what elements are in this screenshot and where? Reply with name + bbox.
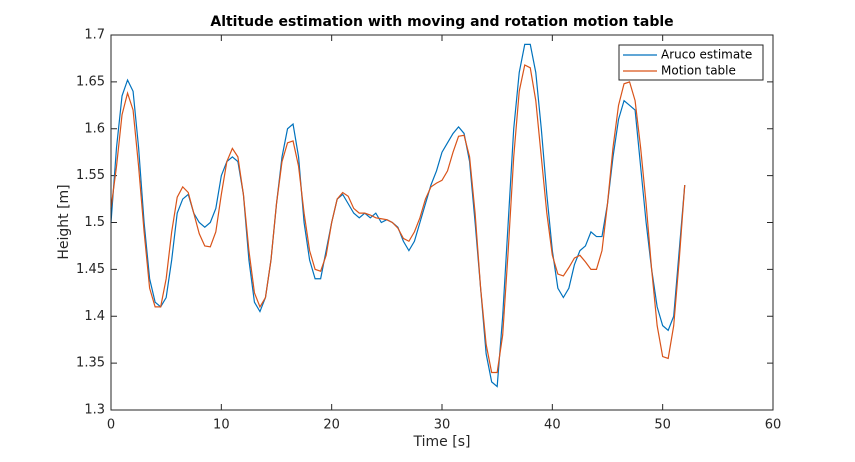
y-tick-label: 1.55 bbox=[76, 168, 105, 183]
x-axis-label: Time [s] bbox=[413, 434, 471, 450]
x-tick-label: 60 bbox=[765, 418, 782, 433]
x-tick-label: 30 bbox=[434, 418, 451, 433]
legend-box bbox=[618, 44, 764, 81]
y-tick-label: 1.35 bbox=[76, 356, 105, 371]
x-tick-label: 10 bbox=[213, 418, 230, 433]
x-tick-label: 0 bbox=[107, 418, 115, 433]
y-tick-label: 1.65 bbox=[76, 74, 105, 89]
y-tick-label: 1.6 bbox=[84, 121, 105, 136]
line bbox=[110, 43, 686, 388]
line bbox=[110, 64, 686, 374]
y-tick-label: 1.7 bbox=[84, 28, 105, 43]
chart-title: Altitude estimation with moving and rota… bbox=[210, 14, 673, 30]
x-tick-label: 20 bbox=[323, 418, 340, 433]
y-tick-label: 1.5 bbox=[84, 215, 105, 230]
x-tick-label: 50 bbox=[654, 418, 671, 433]
legend-label: Motion table bbox=[661, 64, 736, 78]
legend: Aruco estimate Motion table bbox=[618, 44, 764, 81]
y-tick-label: 1.45 bbox=[76, 262, 105, 277]
y-tick-label: 1.4 bbox=[84, 309, 105, 324]
y-tick-label: 1.3 bbox=[84, 403, 105, 418]
plot-frame bbox=[110, 34, 774, 411]
legend-label: Aruco estimate bbox=[661, 48, 752, 62]
y-axis-label: Height [m] bbox=[56, 184, 72, 259]
x-tick-label: 40 bbox=[544, 418, 561, 433]
